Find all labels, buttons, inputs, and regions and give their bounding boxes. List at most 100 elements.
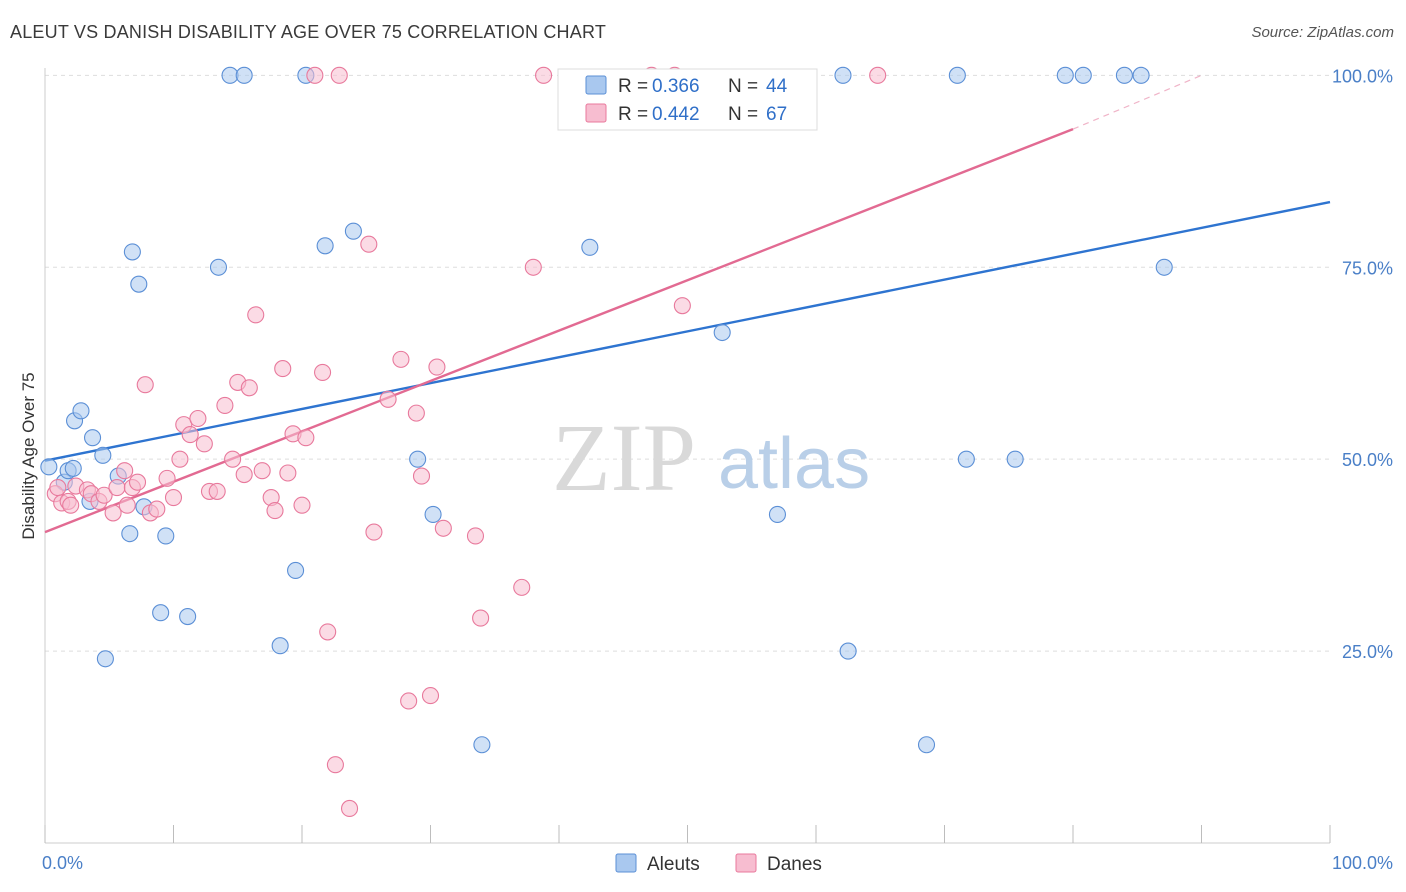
aleuts-point-0 [40,458,58,476]
danes-trend-line [44,127,1074,534]
danes-point-36 [274,360,292,378]
aleuts-point-32 [834,66,852,84]
danes-point-39 [293,496,311,514]
danes-point-10 [108,479,126,497]
danes-point-15 [136,376,154,394]
danes-point-40 [297,429,315,447]
danes-point-53 [412,467,431,485]
legend-danes-r-value: 0.442 [652,104,700,125]
aleuts-point-30 [713,323,731,342]
legend-stats: R = 0.366 N = 44 R = 0.442 N = 67 [557,68,818,131]
danes-point-9 [104,504,122,522]
danes-point-54 [421,687,440,705]
aleuts-point-11 [123,243,141,261]
danes-point-58 [472,609,490,627]
danes-point-26 [208,482,226,500]
legend-bottom-swatch-aleuts [615,853,637,873]
danes-point-18 [158,469,176,487]
aleuts-point-14 [152,604,170,622]
legend-danes-n-value: 67 [766,104,787,125]
aleuts-point-18 [209,258,228,276]
legend-swatch-danes [585,103,607,123]
aleuts-point-40 [1115,66,1133,84]
danes-point-35 [266,502,284,520]
danes-point-59 [513,578,531,596]
aleuts-point-12 [130,275,148,293]
y-tick-label-3: 100.0% [1332,66,1393,86]
watermark: ZIP atlas [552,404,870,511]
aleuts-point-21 [271,637,289,655]
aleuts-point-38 [1056,66,1074,84]
danes-point-46 [340,799,359,818]
legend-aleut-r-label: R = [618,76,648,97]
x-tick-labels: 0.0% 100.0% [42,853,1393,873]
legend-swatch-aleuts [585,75,607,95]
danes-point-17 [148,500,166,518]
legend-series: Aleuts Danes [615,853,822,875]
danes-point-60 [524,258,542,276]
aleuts-point-16 [179,607,197,626]
danes-point-52 [407,404,425,422]
danes-point-37 [279,464,297,482]
chart-source: Source: ZipAtlas.com [1251,24,1394,41]
y-tick-label-0: 25.0% [1342,642,1393,662]
data-points [40,66,1173,818]
aleuts-point-26 [409,450,427,468]
danes-point-55 [428,358,446,376]
aleuts-point-41 [1132,66,1150,84]
legend-bottom-aleuts: Aleuts [647,854,700,875]
x-tick-label-1: 100.0% [1332,853,1393,873]
aleuts-point-6 [83,429,102,447]
danes-point-43 [319,623,337,641]
legend-danes-r-label: R = [618,104,648,125]
y-tick-label-1: 50.0% [1342,450,1393,470]
aleuts-point-15 [157,527,175,545]
danes-point-31 [240,379,258,397]
danes-point-23 [189,409,207,428]
danes-point-66 [62,496,80,514]
danes-point-42 [314,363,332,381]
danes-point-14 [128,473,147,491]
aleuts-trend-line [44,200,1331,462]
danes-point-57 [466,527,485,545]
aleuts-point-29 [581,238,599,256]
danes-point-30 [235,465,253,484]
legend-aleut-r-value: 0.366 [652,76,700,97]
axes [44,68,1331,844]
danes-point-61 [535,66,553,84]
aleuts-point-31 [768,505,787,523]
danes-point-8 [95,486,113,504]
danes-point-24 [195,435,213,453]
danes-trend-extension [1072,74,1202,130]
danes-point-19 [164,489,183,507]
watermark-zip: ZIP [552,404,696,511]
legend-bottom-swatch-danes [735,853,757,873]
aleuts-point-5 [72,402,90,420]
aleuts-point-36 [957,450,975,468]
legend-bottom-danes: Danes [767,854,822,875]
y-tick-label-2: 75.0% [1342,258,1393,278]
legend-aleut-n-label: N = [728,76,758,97]
aleuts-point-22 [287,561,305,580]
danes-point-47 [360,235,378,253]
legend-aleut-n-value: 44 [766,76,788,97]
danes-point-32 [247,306,265,324]
danes-point-56 [434,519,452,537]
gridlines [45,74,1330,652]
aleuts-point-3 [64,459,82,477]
legend-danes-n-label: N = [728,104,758,125]
watermark-atlas: atlas [718,424,870,504]
aleuts-point-27 [424,505,442,523]
aleuts-point-24 [316,237,334,255]
danes-point-33 [253,462,271,480]
danes-point-48 [365,523,383,541]
y-axis-title: Disability Age Over 75 [19,372,38,539]
danes-point-22 [181,426,199,444]
chart-title: ALEUT VS DANISH DISABILITY AGE OVER 75 C… [10,22,607,42]
danes-point-11 [116,462,134,480]
danes-point-65 [869,66,887,84]
aleuts-point-39 [1074,66,1092,84]
trend-lines [44,74,1331,534]
danes-point-51 [400,692,418,710]
